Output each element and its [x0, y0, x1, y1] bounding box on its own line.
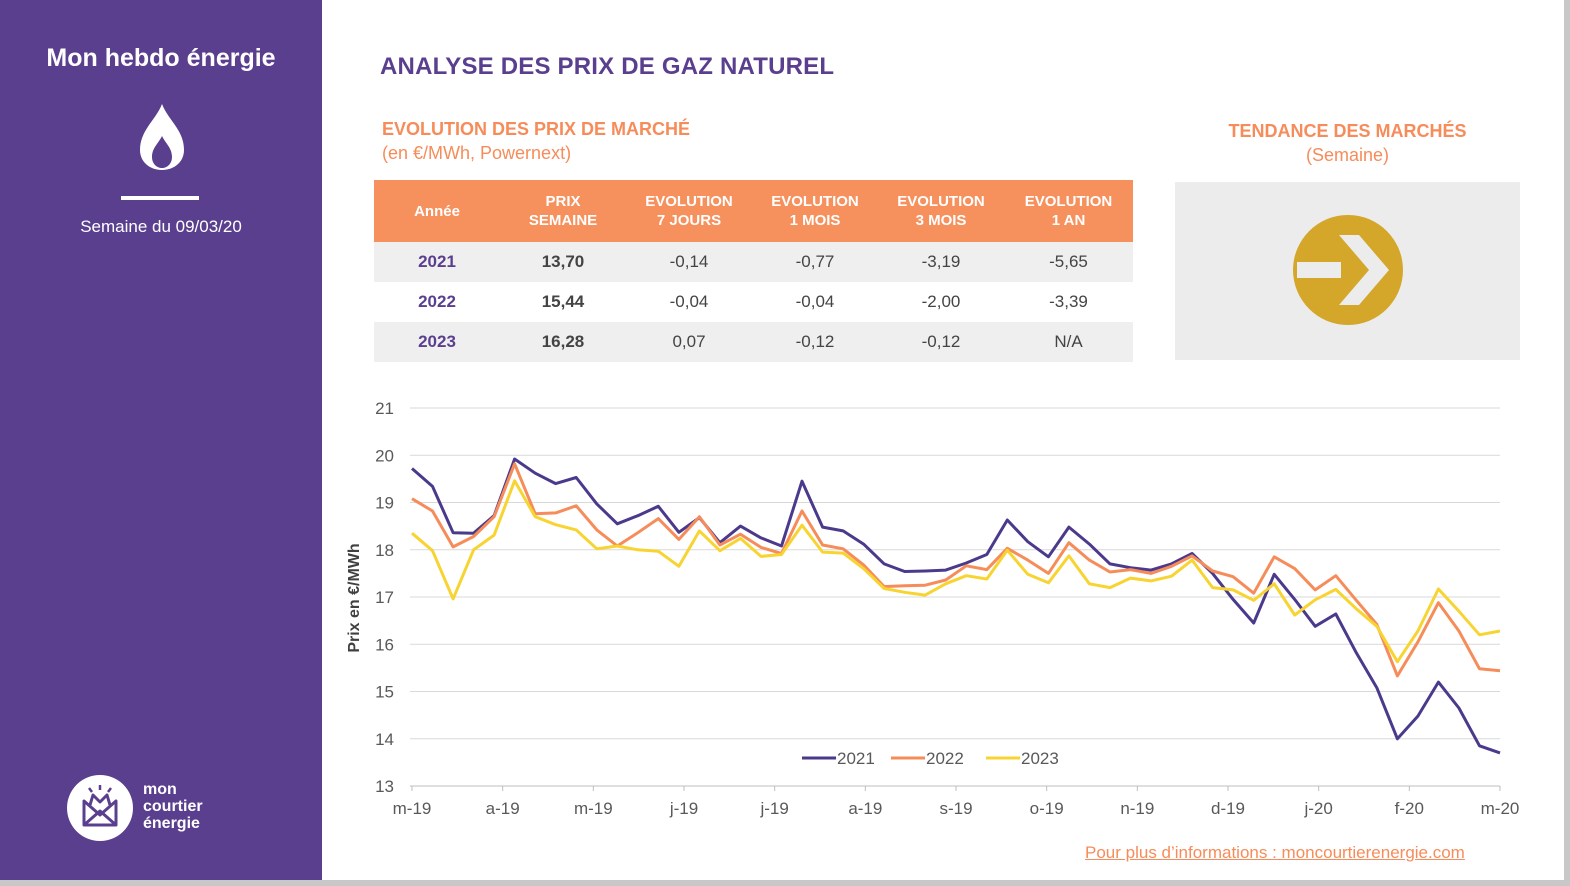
series-line-2021 — [411, 457, 1501, 755]
table-cell: 15,44 — [541, 292, 585, 311]
sidebar-divider — [121, 196, 199, 200]
section-note: (en €/MWh, Powernext) — [382, 143, 572, 163]
table-cell: 2021 — [374, 242, 500, 282]
page-title: ANALYSE DES PRIX DE GAZ NATUREL — [380, 53, 835, 80]
website-link[interactable]: Pour plus d’informations : moncourtieren… — [1085, 843, 1465, 862]
arrow-right-icon — [1293, 215, 1403, 325]
section-title: EVOLUTION DES PRIX DE MARCHÉ — [382, 119, 691, 139]
x-tick-label: a-19 — [486, 799, 520, 818]
logo-line: courtier — [143, 798, 203, 815]
table-row: 2022 15,44 -0,04 -0,04 -2,00 -3,39 — [374, 282, 1133, 322]
table-cell: -0,12 — [878, 322, 1004, 362]
table-cell: -5,65 — [1004, 242, 1133, 282]
table-cell: -3,39 — [1049, 292, 1088, 311]
sidebar-title: Mon hebdo énergie — [46, 44, 276, 72]
flame-icon — [140, 104, 184, 170]
x-tick-label: m-20 — [1481, 799, 1520, 818]
table-cell: N/A — [1004, 322, 1133, 362]
logo-line: mon — [143, 781, 177, 798]
y-tick-label: 20 — [375, 446, 394, 465]
y-tick-label: 14 — [375, 730, 394, 749]
logo — [67, 775, 133, 841]
envelope-crown-icon — [82, 785, 118, 827]
col-header: Année — [374, 180, 500, 242]
table-cell: 2022 — [418, 292, 456, 311]
legend-label: 2023 — [1021, 749, 1059, 768]
table-cell: -0,12 — [752, 322, 878, 362]
x-tick-label: o-19 — [1030, 799, 1064, 818]
logo-text: mon courtier énergie — [143, 781, 203, 832]
y-tick-label: 21 — [375, 399, 394, 418]
table-cell: -3,19 — [878, 242, 1004, 282]
col-header: EVOLUTION 1 AN — [1004, 180, 1133, 242]
trend-panel — [1175, 182, 1520, 360]
table-header-row: Année PRIX SEMAINE EVOLUTION 7 JOURS EVO… — [374, 180, 1133, 242]
table-cell: 0,07 — [626, 322, 752, 362]
x-tick-label: m-19 — [393, 799, 432, 818]
legend-label: 2021 — [837, 749, 875, 768]
table-cell: 16,28 — [500, 322, 626, 362]
y-tick-label: 18 — [375, 541, 394, 560]
x-tick-label: j-20 — [1303, 799, 1332, 818]
col-header: PRIX SEMAINE — [500, 180, 626, 242]
logo-line: énergie — [143, 815, 200, 832]
x-tick-label: j-19 — [669, 799, 698, 818]
trend-note: (Semaine) — [1305, 145, 1390, 165]
col-header: EVOLUTION 1 MOIS — [752, 180, 878, 242]
y-tick-label: 15 — [375, 683, 394, 702]
table-cell: -0,04 — [795, 292, 835, 311]
table-row: 2023 16,28 0,07 -0,12 -0,12 N/A — [374, 322, 1133, 362]
series-line-2022 — [411, 462, 1501, 678]
x-tick-label: f-20 — [1395, 799, 1424, 818]
series-line-2023 — [411, 479, 1501, 664]
frame-edge — [1564, 0, 1570, 886]
table-cell: 13,70 — [500, 242, 626, 282]
x-tick-label: s-19 — [939, 799, 972, 818]
week-label: Semaine du 09/03/20 — [80, 217, 242, 236]
table-cell: -0,14 — [626, 242, 752, 282]
sidebar: Mon hebdo énergie Semaine du 09/03/20 mo… — [0, 0, 322, 880]
x-tick-label: j-19 — [759, 799, 788, 818]
x-tick-label: d-19 — [1211, 799, 1245, 818]
table-cell: -2,00 — [921, 292, 961, 311]
y-tick-label: 13 — [375, 777, 394, 796]
y-tick-label: 16 — [375, 635, 394, 654]
x-tick-label: m-19 — [574, 799, 613, 818]
y-axis-title: Prix en €/MWh — [346, 543, 363, 652]
trend-title: TENDANCE DES MARCHÉS — [1228, 121, 1467, 141]
y-tick-label: 17 — [375, 588, 394, 607]
x-tick-label: a-19 — [848, 799, 882, 818]
legend-label: 2022 — [926, 749, 964, 768]
table-cell: -0,77 — [752, 242, 878, 282]
table-cell: -0,04 — [669, 292, 709, 311]
frame-edge — [0, 880, 1570, 886]
col-header: EVOLUTION 3 MOIS — [878, 180, 1004, 242]
y-tick-label: 19 — [375, 494, 394, 513]
table-cell: 2023 — [374, 322, 500, 362]
col-header: EVOLUTION 7 JOURS — [626, 180, 752, 242]
x-tick-label: n-19 — [1120, 799, 1154, 818]
price-table: Année PRIX SEMAINE EVOLUTION 7 JOURS EVO… — [374, 180, 1133, 362]
table-row: 2021 13,70 -0,14 -0,77 -3,19 -5,65 — [374, 242, 1133, 282]
